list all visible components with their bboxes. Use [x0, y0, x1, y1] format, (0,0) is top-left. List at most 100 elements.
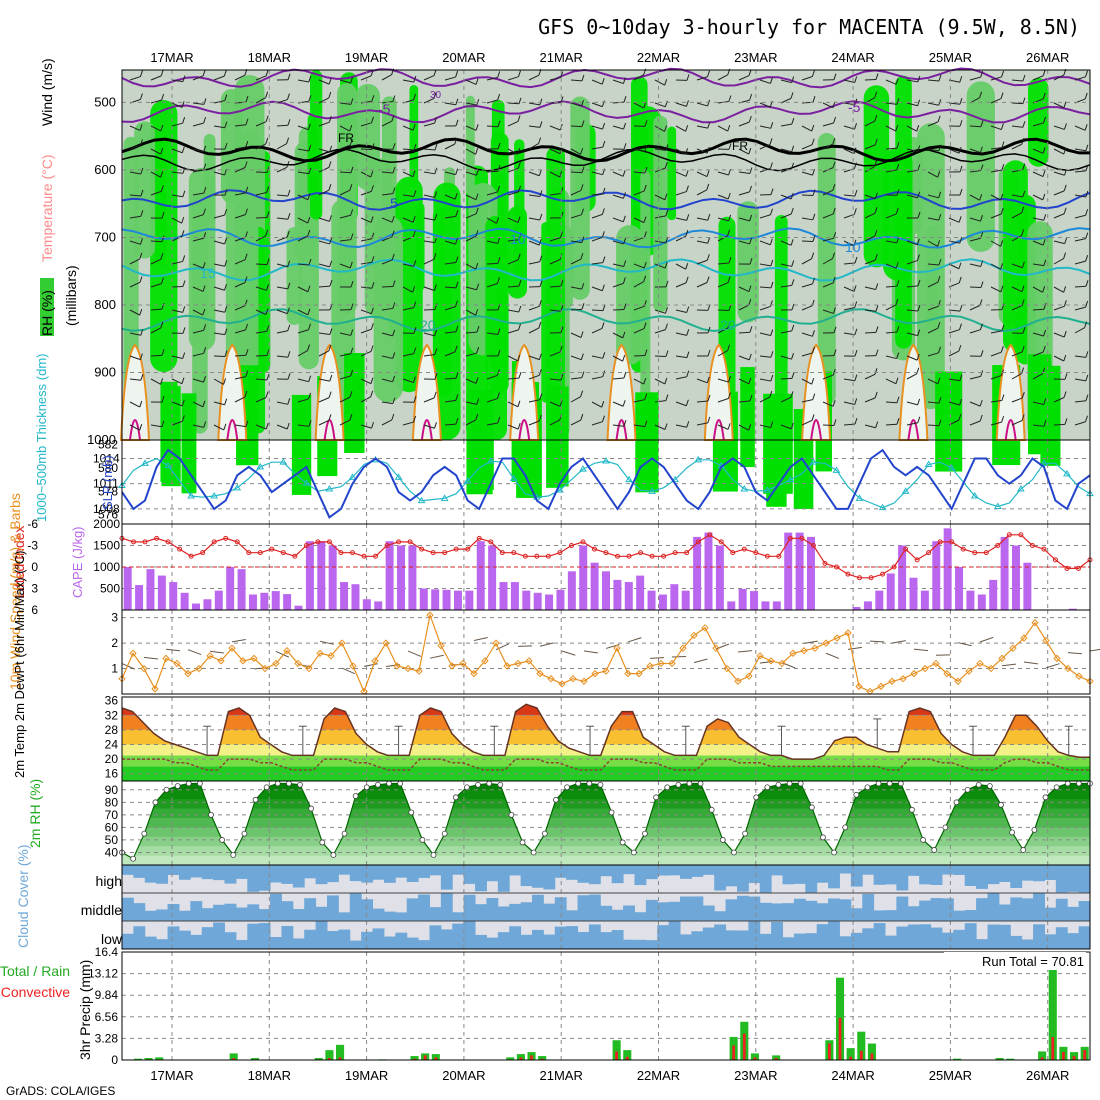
- wind-barb: [990, 286, 1002, 293]
- y-tick-label: 90: [105, 783, 119, 797]
- rh-streak: [917, 123, 945, 410]
- wind-barb: [255, 424, 267, 430]
- wind-barb-flag: [1063, 252, 1067, 259]
- lifted-index-point: [730, 550, 736, 556]
- cloud-cell: [292, 865, 305, 888]
- wind-barb-flag: [329, 145, 333, 153]
- precip-convective-bar: [870, 1053, 874, 1060]
- wind-barb: [402, 307, 414, 311]
- wind-barb-flag: [412, 376, 416, 383]
- wind-barb-flag: [139, 139, 143, 146]
- wind-barb: [885, 147, 898, 150]
- p8-ylabel-a: Total / Rain: [0, 963, 70, 979]
- wind-barb-flag: [854, 98, 858, 105]
- plume-core: [1004, 419, 1017, 441]
- surface-wind-barb: [121, 663, 136, 670]
- precip-convective-bar: [540, 1058, 544, 1060]
- wind-barb-flag: [854, 398, 858, 405]
- wind-barb-flag: [265, 69, 269, 76]
- wind-barb-flag: [538, 321, 542, 329]
- y-tick-label: 1000: [87, 432, 116, 447]
- cloud-cell: [634, 939, 647, 949]
- wind-barb: [780, 284, 792, 288]
- surface-wind-barb: [583, 650, 598, 654]
- wind-speed-point: [239, 657, 247, 665]
- cape-bar: [522, 590, 531, 610]
- wind-barb: [717, 125, 728, 132]
- wind-barb-flag: [685, 276, 689, 283]
- cloud-cell: [930, 865, 943, 886]
- wind-barb-flag: [539, 393, 543, 400]
- wind-barb: [486, 217, 497, 224]
- lifted-index-point: [419, 546, 425, 552]
- lifted-index-point: [315, 539, 321, 545]
- wind-barb-flag: [139, 276, 143, 283]
- wind-barb: [906, 373, 917, 380]
- cloud-cell: [907, 906, 920, 921]
- wind-barb-flag: [938, 191, 942, 198]
- wind-barb: [381, 120, 393, 127]
- wind-speed-point: [756, 652, 764, 660]
- cloud-cell: [543, 865, 556, 890]
- wind-barb: [549, 419, 560, 426]
- wind-barb: [612, 401, 624, 407]
- wind-barb-flag: [476, 283, 480, 290]
- wind-barb: [129, 145, 141, 150]
- wind-barb-flag: [832, 307, 836, 314]
- wind-barb-flag: [496, 277, 500, 284]
- wind-barb-flag: [434, 167, 438, 174]
- lifted-index-point: [338, 550, 344, 556]
- wind-barb: [675, 401, 687, 407]
- wind-barb: [612, 240, 624, 245]
- cloud-cell: [383, 936, 396, 949]
- wind-barb-flag: [286, 137, 290, 144]
- wind-barb: [1053, 125, 1065, 130]
- rh-point: [297, 781, 303, 788]
- thickness-marker: [648, 487, 656, 494]
- surface-wind-barb: [957, 642, 972, 647]
- cloud-cell: [1055, 927, 1068, 949]
- cloud-cell: [235, 865, 248, 879]
- wind-barb: [759, 240, 771, 246]
- rh-streak: [653, 115, 668, 313]
- wind-barb-flag: [139, 353, 143, 360]
- wind-barb: [1074, 378, 1086, 382]
- wind-barb: [675, 355, 687, 359]
- precip-total-bar: [431, 1054, 440, 1060]
- wind-barb: [738, 400, 750, 403]
- wind-barb: [885, 331, 898, 334]
- wind-barb-flag: [350, 209, 354, 216]
- wind-barb: [927, 401, 939, 404]
- contour-label-20-b: 20: [720, 317, 736, 333]
- wind-barb: [906, 332, 918, 337]
- plume-core: [810, 419, 823, 441]
- wind-barb-flag: [832, 276, 836, 284]
- wind-barb: [486, 170, 499, 173]
- wind-barb: [192, 263, 204, 269]
- wind-speed-point: [228, 644, 236, 652]
- wind-barb-flag: [539, 98, 543, 105]
- wind-barb: [1074, 170, 1086, 173]
- wind-barb: [696, 189, 707, 196]
- wind-barb: [633, 102, 645, 109]
- wind-barb-flag: [791, 117, 795, 125]
- thermal-plume: [509, 343, 540, 441]
- wind-barb-flag: [202, 400, 206, 407]
- wind-barb-flag: [518, 97, 522, 104]
- wind-barb-flag: [161, 420, 165, 427]
- wind-barb-flag: [959, 188, 963, 196]
- temperature-contour: [121, 189, 1091, 211]
- cloud-cell: [964, 909, 977, 921]
- precip-total-bar: [995, 1058, 1004, 1060]
- wind-barb: [570, 377, 582, 380]
- wind-barb: [318, 285, 331, 288]
- lifted-index-point: [246, 550, 252, 556]
- wind-barb-flag: [895, 207, 899, 215]
- wind-barb-flag: [623, 260, 627, 267]
- cloud-cell: [566, 910, 579, 921]
- surface-wind-barb: [1067, 652, 1082, 655]
- wind-speed-point: [844, 629, 852, 637]
- wind-barb-flag: [1022, 163, 1026, 170]
- wind-barb: [717, 398, 729, 403]
- wind-barb: [990, 263, 1001, 270]
